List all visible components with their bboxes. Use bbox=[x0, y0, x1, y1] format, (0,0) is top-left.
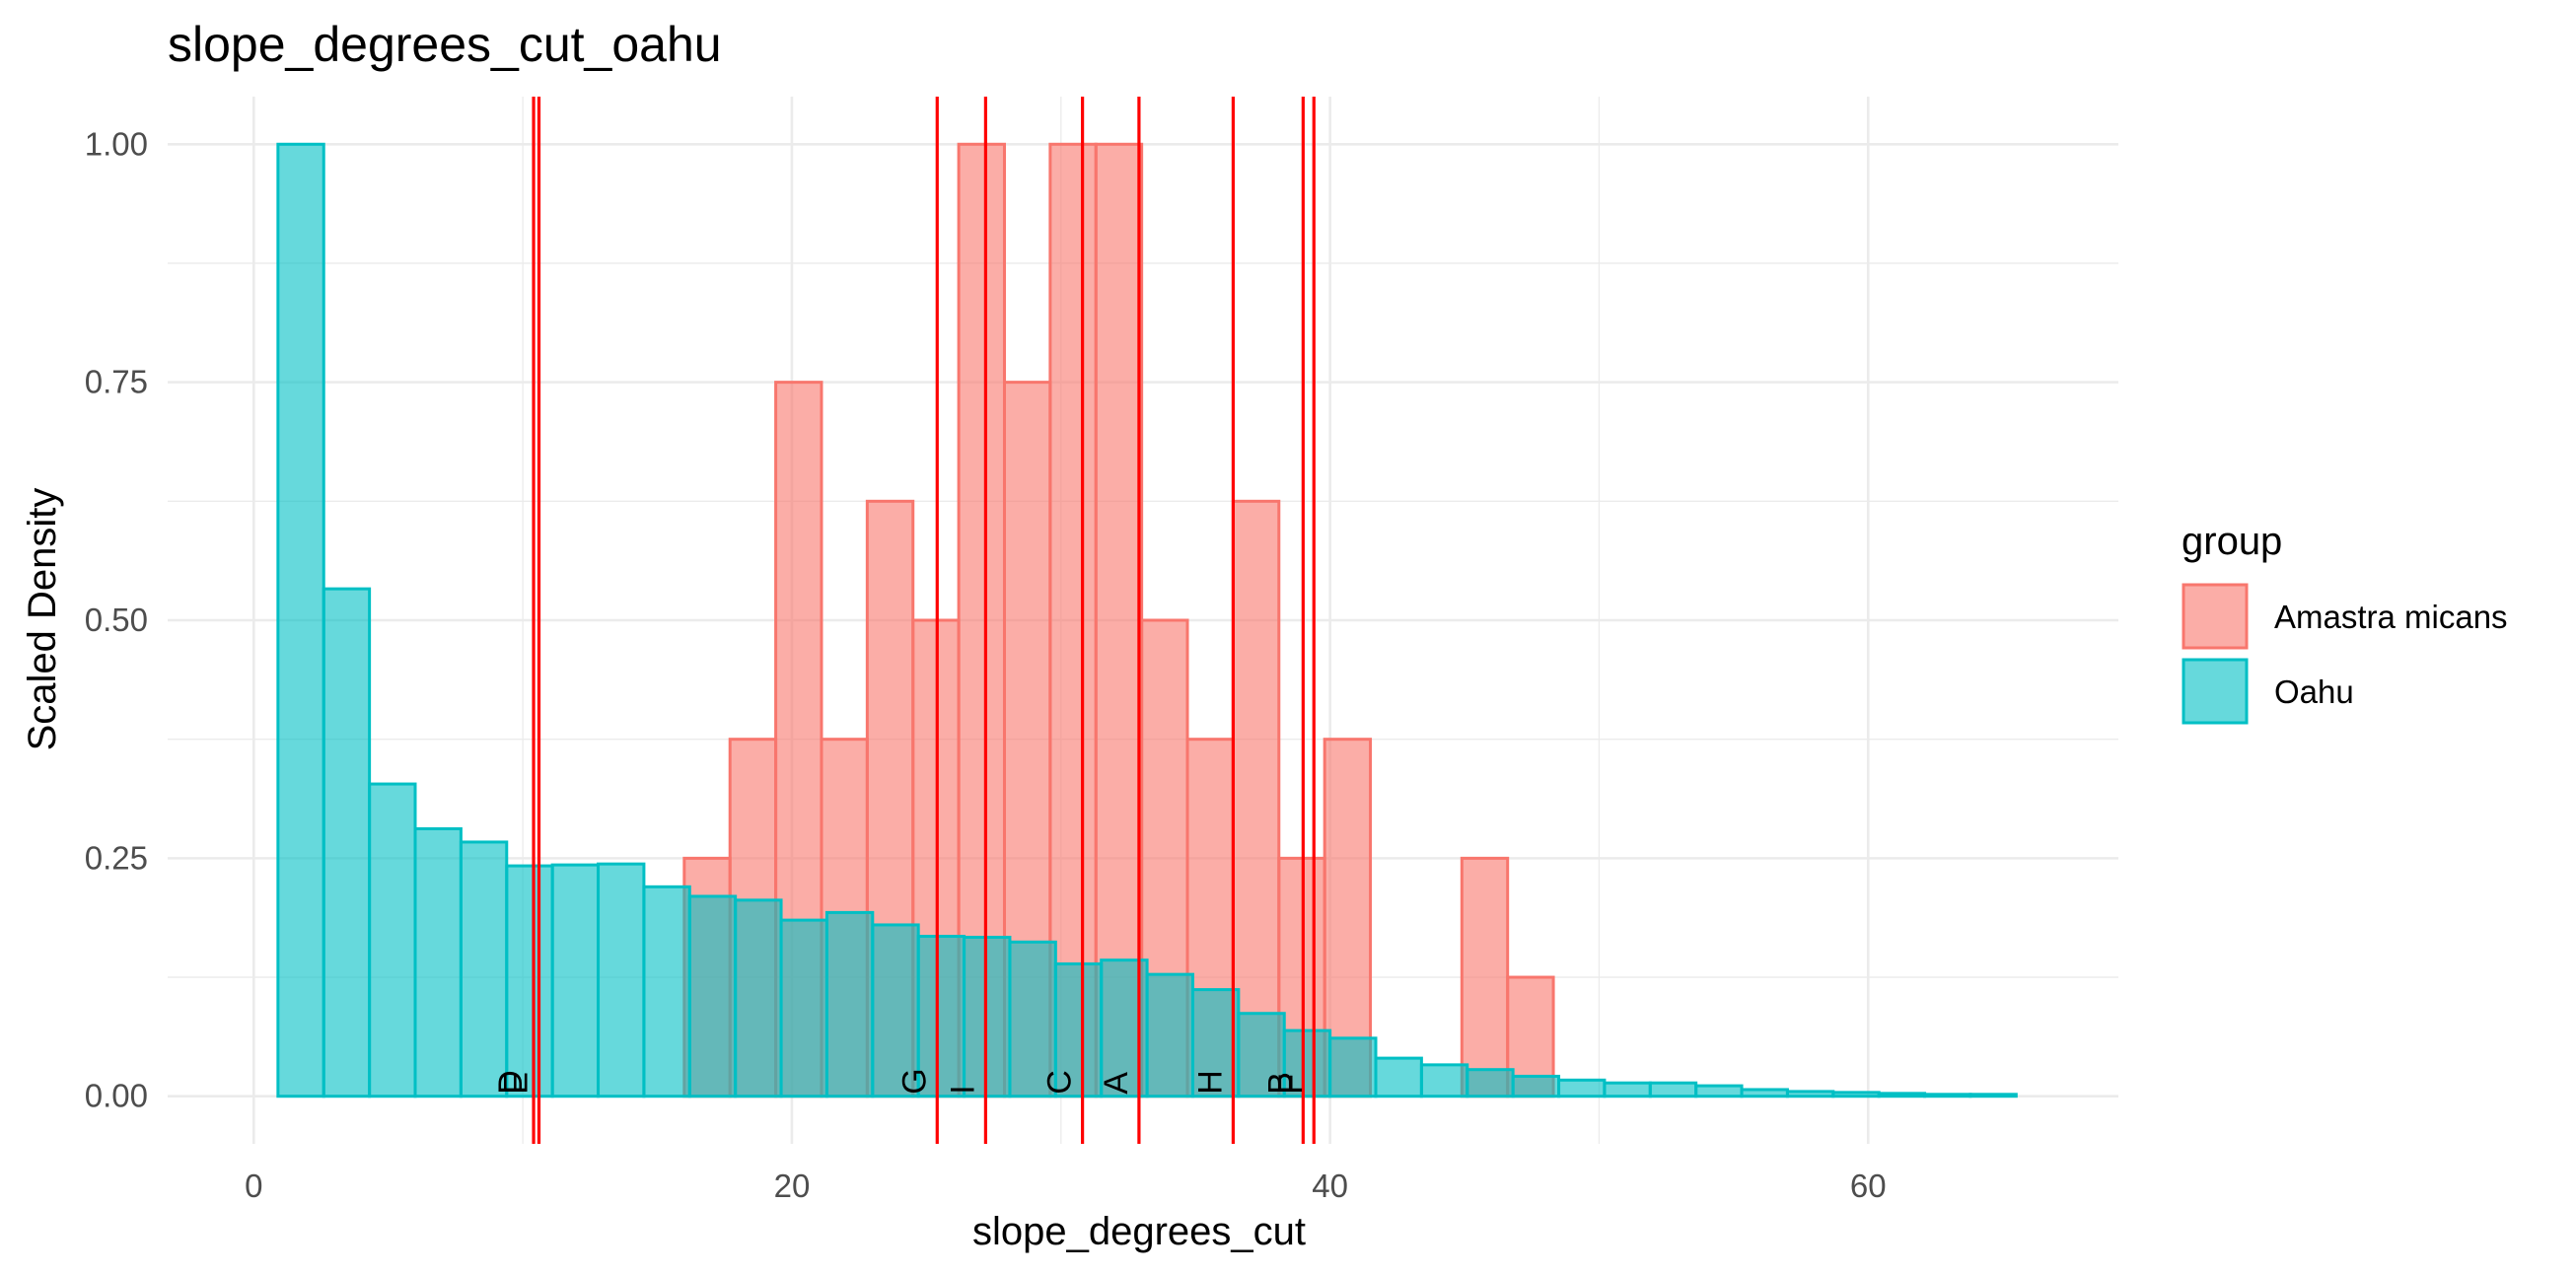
histogram-bar bbox=[276, 142, 325, 1098]
histogram-bar bbox=[1740, 1088, 1789, 1098]
y-axis-title: Scaled Density bbox=[21, 488, 64, 751]
reference-line-label: C bbox=[1041, 1070, 1079, 1095]
legend-key bbox=[2182, 658, 2249, 725]
histogram-bar bbox=[1053, 962, 1104, 1098]
histogram-bar bbox=[1419, 1063, 1469, 1098]
histogram-bar bbox=[1877, 1092, 1927, 1098]
histogram-bar bbox=[1374, 1056, 1423, 1098]
y-tick-label: 0.50 bbox=[85, 602, 148, 638]
histogram-bar bbox=[1048, 142, 1098, 1098]
histogram-bar bbox=[779, 918, 828, 1098]
y-tick-label: 1.00 bbox=[85, 125, 148, 162]
reference-line-label: D bbox=[492, 1070, 530, 1095]
reference-line-label: G bbox=[895, 1068, 933, 1094]
reference-line-label: B bbox=[1261, 1072, 1299, 1095]
histogram-bar bbox=[597, 862, 646, 1098]
x-axis-title: slope_degrees_cut bbox=[972, 1210, 1306, 1253]
histogram-bar bbox=[505, 864, 554, 1098]
series-oahu bbox=[276, 142, 2018, 1098]
histogram-bar bbox=[734, 898, 783, 1098]
histogram-bar bbox=[459, 840, 509, 1098]
y-tick-label: 0.25 bbox=[85, 839, 148, 876]
histogram-bar bbox=[1694, 1084, 1744, 1098]
histogram-bar bbox=[1603, 1081, 1652, 1098]
histogram-bar bbox=[916, 935, 966, 1098]
histogram-bar bbox=[322, 587, 372, 1098]
histogram-bar bbox=[1094, 142, 1144, 1098]
histogram-bar bbox=[550, 863, 601, 1098]
legend-items: Amastra micans Oahu bbox=[2182, 583, 2508, 725]
x-tick-label: 0 bbox=[245, 1168, 262, 1204]
legend: group Amastra micans Oahu bbox=[2182, 520, 2508, 725]
histogram-bar bbox=[1145, 972, 1194, 1098]
histogram-bar bbox=[368, 782, 417, 1098]
axes: 0 20 40 60 0.00 0.25 0.50 0.75 1.00 bbox=[85, 125, 1887, 1204]
histogram-bar bbox=[1231, 499, 1281, 1098]
histogram-bar bbox=[1557, 1078, 1607, 1098]
chart-title: slope_degrees_cut_oahu bbox=[168, 17, 722, 72]
x-tick-label: 60 bbox=[1850, 1168, 1887, 1204]
histogram-bar bbox=[824, 910, 875, 1098]
histogram-bar bbox=[1785, 1090, 1835, 1098]
reference-line-label: I bbox=[944, 1085, 981, 1094]
histogram-bar bbox=[687, 894, 738, 1098]
histogram-bar bbox=[413, 826, 463, 1098]
x-tick-label: 20 bbox=[774, 1168, 811, 1204]
x-tick-label: 40 bbox=[1312, 1168, 1348, 1204]
legend-label: Amastra micans bbox=[2274, 599, 2508, 635]
reference-lines: DE G I C A H BF bbox=[492, 97, 1316, 1144]
y-tick-label: 0.00 bbox=[85, 1078, 148, 1114]
reference-line-label: E bbox=[498, 1072, 536, 1095]
reference-line-label: F bbox=[1272, 1074, 1310, 1095]
histogram-bar bbox=[642, 885, 691, 1098]
histogram-bar bbox=[1923, 1093, 1972, 1098]
legend-title: group bbox=[2182, 520, 2282, 563]
legend-label: Oahu bbox=[2274, 673, 2354, 710]
histogram-bar bbox=[1237, 1012, 1286, 1098]
histogram-bar bbox=[1466, 1068, 1515, 1098]
reference-line-label: H bbox=[1191, 1070, 1229, 1095]
reference-line-label: A bbox=[1098, 1072, 1135, 1095]
histogram-bar bbox=[1968, 1093, 2018, 1098]
histogram-bar bbox=[1328, 1036, 1378, 1098]
histogram-bar bbox=[1460, 856, 1510, 1098]
histogram-bar bbox=[1511, 1074, 1561, 1098]
y-tick-label: 0.75 bbox=[85, 364, 148, 400]
legend-key bbox=[2182, 583, 2249, 650]
plot-area bbox=[276, 142, 2018, 1098]
histogram-bar bbox=[1831, 1091, 1881, 1098]
histogram-bar bbox=[1190, 988, 1241, 1098]
histogram-bar bbox=[1648, 1081, 1698, 1098]
